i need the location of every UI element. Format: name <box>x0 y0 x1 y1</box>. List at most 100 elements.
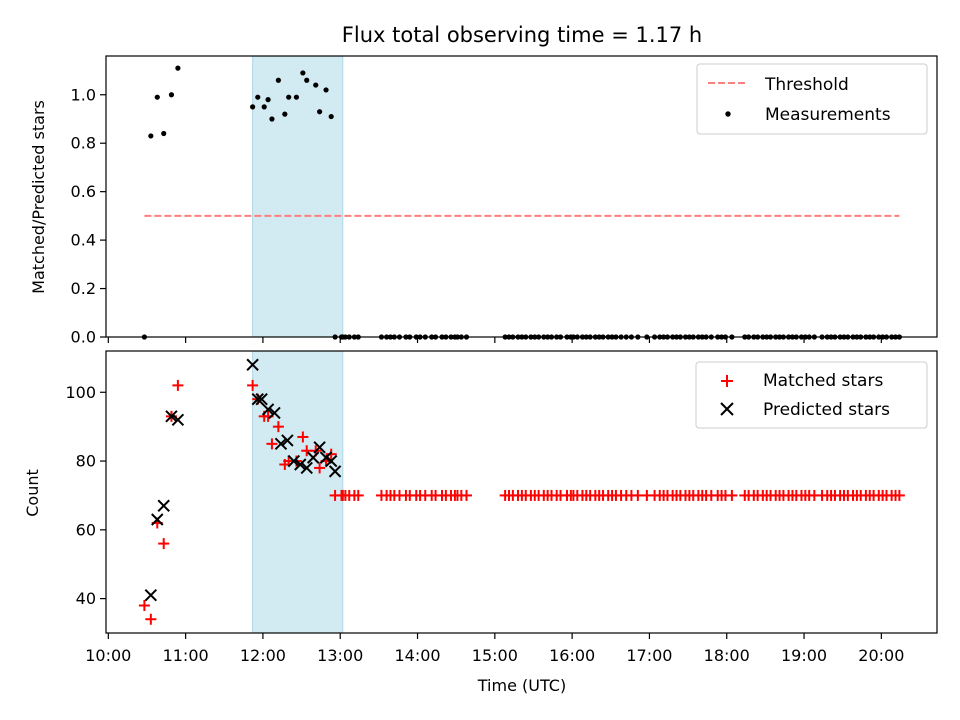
matched-star-point <box>325 448 337 460</box>
top-y-tick-label: 0.0 <box>71 328 96 347</box>
measurement-point <box>265 97 271 103</box>
bottom-shaded-band <box>252 350 344 634</box>
matched-star-point <box>460 489 472 501</box>
bottom-x-tick-label: 18:00 <box>704 646 750 665</box>
matched-star-point <box>272 421 284 433</box>
predicted-stars-points <box>144 358 342 602</box>
matched-star-point <box>172 379 184 391</box>
matched-star-point <box>314 462 326 474</box>
bottom-x-tick-label: 11:00 <box>163 646 209 665</box>
predicted-star-point <box>294 458 307 471</box>
figure-title: Flux total observing time = 1.17 h <box>342 23 702 47</box>
bottom-y-tick-label: 40 <box>76 589 96 608</box>
bottom-x-tick-label: 16:00 <box>549 646 595 665</box>
matched-star-point <box>297 431 309 443</box>
matched-stars-points <box>138 379 905 625</box>
predicted-star-point <box>300 461 313 475</box>
legend-matched-label: Matched stars <box>763 371 883 391</box>
legend-measurements-swatch <box>725 111 731 117</box>
predicted-star-point <box>281 434 294 447</box>
matched-star-point <box>726 489 738 501</box>
predicted-star-point <box>274 437 288 451</box>
top-y-tick-label: 0.2 <box>71 279 96 298</box>
predicted-star-point <box>144 588 158 602</box>
predicted-star-point <box>171 413 185 426</box>
bottom-y-axis-ticks: 40 60 80 100 <box>65 383 106 608</box>
legend-matched-swatch <box>721 375 733 387</box>
top-y-tick-label: 0.6 <box>71 182 96 201</box>
legend-measurements-label: Measurements <box>765 105 891 125</box>
predicted-star-point <box>246 358 259 371</box>
predicted-star-point <box>251 392 264 406</box>
bottom-x-tick-label: 17:00 <box>626 646 672 665</box>
matched-star-point <box>247 379 259 391</box>
bottom-x-tick-label: 10:00 <box>85 646 131 665</box>
measurement-point <box>261 104 267 110</box>
predicted-star-point <box>255 392 268 406</box>
measurement-point <box>175 65 181 71</box>
measurement-point <box>293 94 300 100</box>
measurement-point <box>255 94 261 100</box>
top-y-axis-ticks: 0.0 0.2 0.4 0.6 0.8 1.0 <box>71 85 106 347</box>
top-y-axis-label: Matched/Predicted stars <box>29 100 48 294</box>
legend-predicted-label: Predicted stars <box>763 400 890 420</box>
predicted-star-point <box>287 454 301 468</box>
matched-star-point <box>158 538 170 550</box>
matched-star-point <box>138 599 150 611</box>
measurement-point <box>250 104 256 110</box>
measurement-point <box>313 82 319 88</box>
predicted-star-point <box>261 403 275 416</box>
matched-star-point <box>352 489 364 501</box>
measurement-point <box>275 77 281 83</box>
top-shaded-interval <box>252 55 344 338</box>
predicted-star-point <box>151 513 164 526</box>
measurement-point <box>323 87 329 93</box>
legend-predicted-swatch <box>720 402 734 416</box>
bottom-axes-frame <box>105 350 938 634</box>
bottom-y-tick-label: 60 <box>76 520 96 539</box>
measurement-point <box>168 92 175 98</box>
bottom-x-tick-label: 19:00 <box>781 646 827 665</box>
measurement-point <box>300 70 306 76</box>
bottom-x-tick-label: 12:00 <box>240 646 286 665</box>
measurement-point <box>269 116 275 122</box>
bottom-x-axis-ticks: 10:00 11:00 12:00 13:00 14:00 15:00 16:00 17:00… <box>85 633 904 665</box>
measurement-point <box>328 113 334 120</box>
matched-star-point <box>893 489 905 501</box>
bottom-x-tick-label: 13:00 <box>317 646 363 665</box>
bottom-x-tick-label: 14:00 <box>394 646 440 665</box>
measurement-point <box>282 111 288 117</box>
predicted-star-point <box>306 451 320 464</box>
measurement-point <box>161 130 167 137</box>
bottom-y-tick-label: 100 <box>65 383 96 402</box>
top-y-tick-label: 0.8 <box>71 134 96 153</box>
measurement-point <box>148 133 154 139</box>
top-legend: Threshold Measurements <box>696 63 928 135</box>
top-x-axis-ticks <box>107 337 882 343</box>
measurement-point <box>304 77 310 83</box>
bottom-y-axis-label: Count <box>23 469 42 517</box>
bottom-shaded-interval <box>252 350 344 634</box>
predicted-star-point <box>268 406 281 420</box>
bottom-legend-box <box>695 361 928 429</box>
top-y-tick-label: 0.4 <box>71 231 96 250</box>
bottom-x-tick-label: 15:00 <box>472 646 518 665</box>
top-y-tick-label: 1.0 <box>71 85 96 104</box>
predicted-star-point <box>325 454 338 468</box>
bottom-x-tick-label: 20:00 <box>858 646 904 665</box>
predicted-star-point <box>328 465 342 478</box>
bottom-panel: 40 60 80 100 10:00 11:00 12:00 13:00 14:00 15:00… <box>23 350 938 695</box>
matched-star-point <box>266 438 278 450</box>
top-shaded-band <box>252 55 344 338</box>
measurement-point <box>286 94 292 100</box>
measurement-point <box>317 109 323 115</box>
top-legend-box <box>696 63 928 135</box>
top-panel: 0.0 0.2 0.4 0.6 0.8 1.0 Matched/Predicted sta… <box>29 55 938 347</box>
x-axis-label: Time (UTC) <box>477 676 566 695</box>
predicted-star-point <box>313 441 326 454</box>
predicted-star-point <box>157 499 170 512</box>
bottom-y-tick-label: 80 <box>76 452 96 471</box>
measurement-point <box>154 94 160 100</box>
top-axes-frame <box>105 55 938 338</box>
